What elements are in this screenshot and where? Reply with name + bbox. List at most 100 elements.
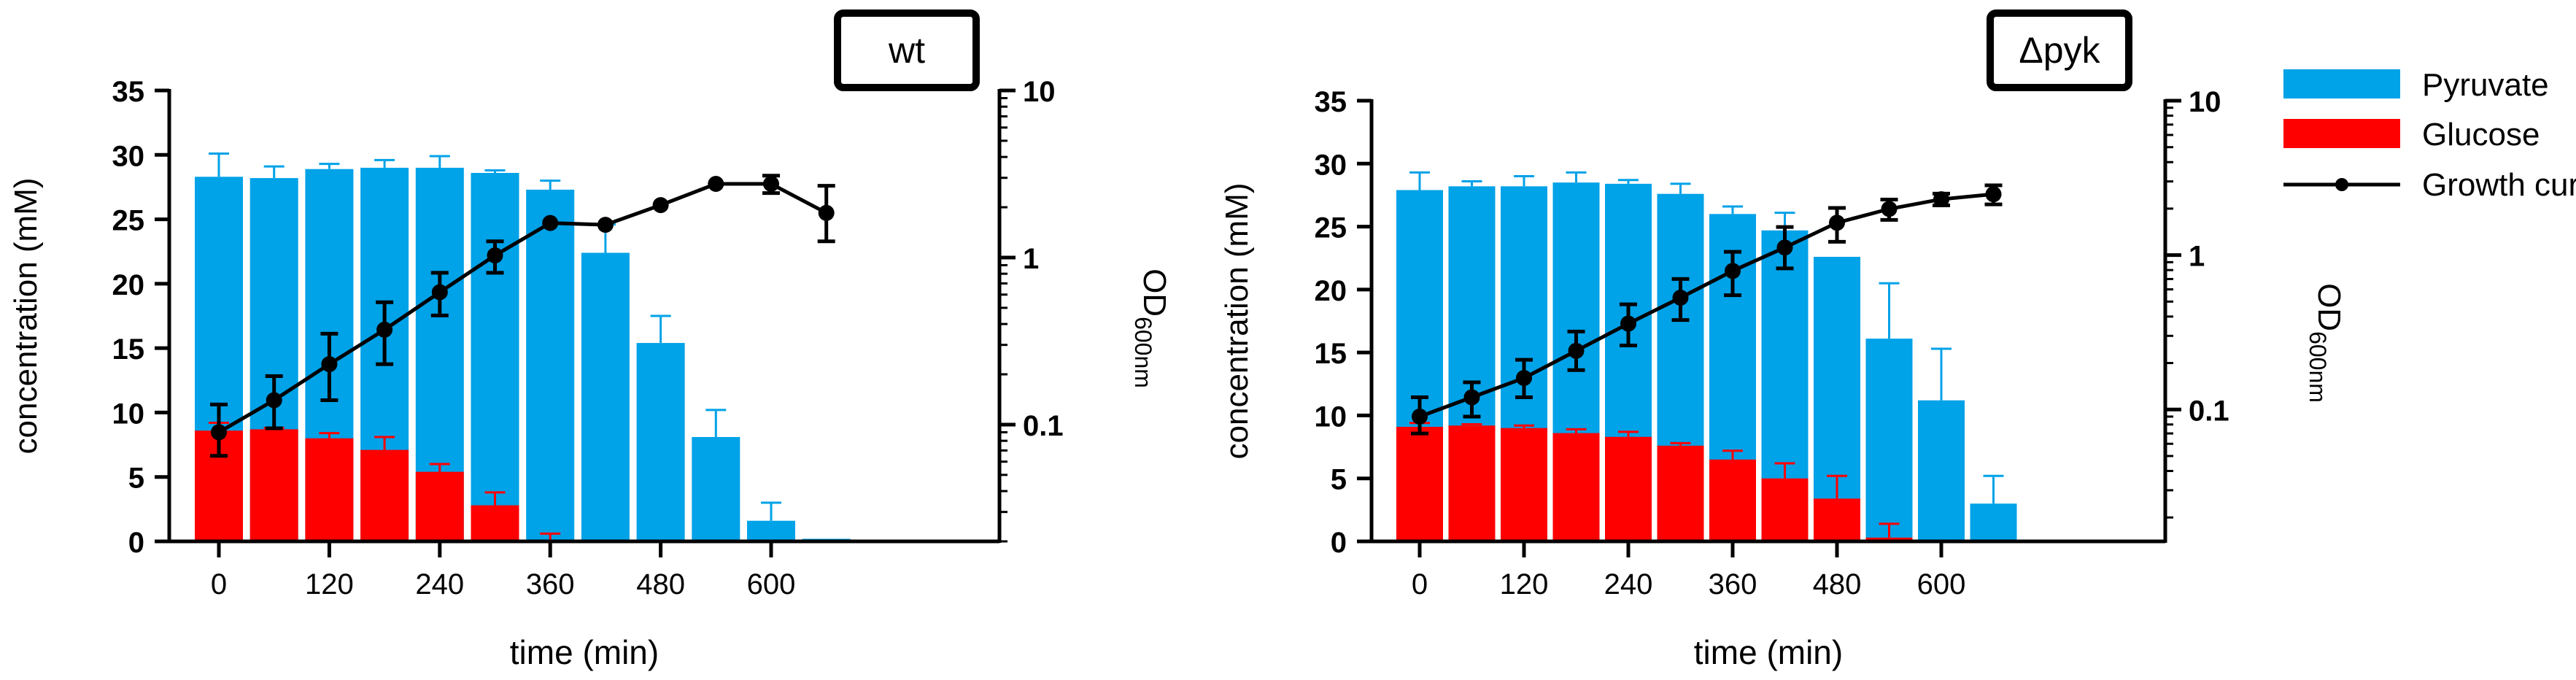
y-axis-label-right: OD600nm	[2305, 283, 2347, 403]
y-axis-label-right-main: OD	[2311, 283, 2347, 331]
growth-point	[431, 284, 448, 301]
x-tick-label: 360	[526, 568, 575, 600]
bar-pyruvate	[692, 436, 740, 541]
panel-label: Δpyk	[2019, 30, 2100, 71]
growth-point	[1985, 186, 2002, 203]
legend-label-growth: Growth curve	[2422, 167, 2576, 203]
y-axis-label-right-main: OD	[1137, 268, 1172, 317]
legend-swatch-pyruvate	[2283, 69, 2400, 98]
y-tick-label-left: 10	[1315, 401, 1347, 433]
growth-point	[321, 356, 338, 373]
y-axis-label-left: concentration (mM)	[8, 177, 44, 454]
growth-point	[652, 197, 669, 214]
x-tick-label: 480	[636, 568, 685, 600]
panel-label-box	[1987, 9, 2132, 91]
growth-point	[1672, 289, 1689, 306]
growth-point	[376, 321, 393, 338]
y-tick-label-left: 5	[1331, 464, 1347, 496]
y-tick-label-left: 15	[112, 333, 145, 366]
bar-glucose	[1501, 428, 1547, 541]
y-tick-label-left: 0	[1331, 527, 1347, 559]
x-tick-label: 240	[415, 568, 464, 600]
bar-glucose	[1396, 426, 1443, 541]
y-tick-label-left: 35	[112, 76, 145, 108]
y-tick-label-left: 20	[112, 269, 145, 301]
growth-point	[818, 204, 835, 221]
bar-pyruvate	[471, 173, 519, 541]
growth-point	[1412, 408, 1428, 425]
x-tick-label: 0	[1412, 568, 1428, 600]
growth-point	[1463, 389, 1480, 406]
bar-pyruvate	[1918, 400, 1965, 541]
bar-glucose	[1605, 436, 1652, 541]
growth-point	[763, 176, 779, 193]
y-axis-label-left: concentration (mM)	[1219, 182, 1255, 459]
growth-point	[1568, 342, 1585, 359]
growth-point	[597, 217, 614, 233]
growth-point	[1829, 215, 1845, 231]
growth-point	[211, 424, 227, 441]
legend-marker-growth	[2335, 178, 2348, 191]
chart-dpyk: 0 5 10 15 20 25 30 35 concentration (mM) 0 120 240 3…	[1219, 9, 2347, 671]
y-tick-label-left: 25	[112, 205, 145, 237]
x-tick-label: 600	[1917, 568, 1966, 600]
bar-glucose	[1552, 433, 1600, 541]
y-tick-label-left: 35	[1315, 86, 1347, 118]
bar-glucose	[360, 449, 409, 541]
bar-glucose	[1761, 478, 1809, 541]
x-axis-label: time (min)	[1694, 633, 1843, 671]
growth-curve-line	[217, 182, 827, 434]
y-axis-label-right-subscript: 600nm	[1130, 317, 1156, 388]
chart-wt: 0 5 10 15 20 25 30 35 concentration (mM) 0 120 240 3…	[8, 9, 1172, 671]
growth-point	[487, 247, 503, 264]
bar-glucose	[1709, 459, 1756, 541]
x-axis-label: time (min)	[510, 633, 659, 671]
growth-point	[708, 176, 724, 193]
y-tick-label-right: 10	[1023, 76, 1056, 108]
y-tick-label-right: 0.1	[2189, 395, 2229, 427]
y-tick-label-right: 10	[2189, 86, 2221, 118]
y-tick-label-right: 1	[2189, 241, 2205, 273]
y-tick-label-left: 30	[1315, 149, 1347, 181]
bar-glucose	[250, 429, 298, 541]
y-axis-label-right-subscript: 600nm	[2305, 331, 2331, 403]
bar-glucose	[305, 438, 354, 541]
bar-pyruvate	[636, 343, 685, 541]
bar-glucose	[415, 471, 464, 541]
panel-label: wt	[888, 30, 925, 71]
bar-pyruvate	[526, 189, 575, 541]
y-tick-label-left: 5	[128, 463, 144, 495]
bar-pyruvate	[747, 520, 795, 541]
y-tick-label-left: 15	[1315, 338, 1347, 370]
bar-glucose	[1448, 425, 1496, 541]
x-tick-label: 360	[1709, 568, 1757, 600]
y-axis-label-right: OD600nm	[1130, 268, 1172, 388]
x-tick-label: 120	[305, 568, 354, 600]
x-tick-label: 480	[1813, 568, 1862, 600]
legend-label-glucose: Glucose	[2422, 117, 2540, 152]
growth-point	[1881, 201, 1898, 217]
x-tick-label: 600	[747, 568, 796, 600]
growth-point	[1620, 315, 1636, 332]
growth-point	[1516, 370, 1532, 387]
y-tick-label-left: 25	[1315, 212, 1347, 244]
y-tick-label-left: 30	[112, 140, 145, 172]
legend: Pyruvate Glucose Growth curve	[2283, 67, 2576, 203]
x-tick-label: 120	[1500, 568, 1549, 600]
bar-glucose	[1865, 537, 1913, 541]
bar-glucose	[1814, 498, 1860, 541]
bar-glucose	[471, 505, 519, 541]
legend-swatch-glucose	[2283, 119, 2400, 148]
x-tick-label: 0	[211, 568, 227, 600]
x-tick-label: 240	[1604, 568, 1653, 600]
growth-point	[1933, 191, 1949, 208]
bar-pyruvate	[1970, 503, 2017, 541]
y-tick-label-right: 0.1	[1023, 410, 1064, 442]
bar-glucose	[1657, 445, 1704, 541]
y-tick-label-left: 20	[1315, 275, 1347, 307]
y-tick-label-right: 1	[1023, 243, 1039, 275]
panel-label-box	[834, 9, 980, 91]
growth-point	[266, 392, 282, 409]
y-tick-label-left: 0	[128, 527, 144, 559]
